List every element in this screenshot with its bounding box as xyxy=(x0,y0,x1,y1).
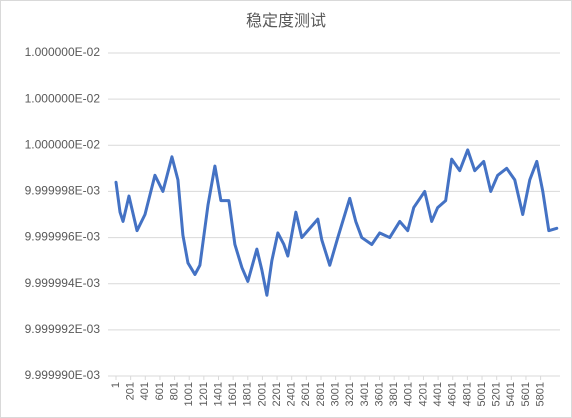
x-tick-label: 5801 xyxy=(535,382,547,406)
x-tick-label: 401 xyxy=(139,382,151,400)
x-tick-label: 1001 xyxy=(183,382,195,406)
x-tick-label: 801 xyxy=(168,382,180,400)
x-tick-label: 4201 xyxy=(417,382,429,406)
x-tick-label: 1401 xyxy=(212,382,224,406)
data-line xyxy=(114,148,559,297)
x-tick-label: 3001 xyxy=(330,382,342,406)
x-tick-label: 3201 xyxy=(344,382,356,406)
chart-title: 稳定度测试 xyxy=(246,12,326,30)
x-tick-label: 4801 xyxy=(461,382,473,406)
x-tick-label: 3601 xyxy=(373,382,385,406)
x-tick-label: 1201 xyxy=(198,382,210,406)
y-tick-label: 9.999996E-03 xyxy=(25,230,101,244)
y-tick-label: 9.999992E-03 xyxy=(25,322,101,336)
x-tick-label: 2601 xyxy=(300,382,312,406)
y-tick-label: 9.999990E-03 xyxy=(25,368,101,382)
x-tick-label: 5201 xyxy=(491,382,503,406)
x-tick-label: 1601 xyxy=(227,382,239,406)
x-tick-label: 1801 xyxy=(242,382,254,406)
x-tick-label: 3801 xyxy=(388,382,400,406)
y-tick-label: 1.000000E-02 xyxy=(25,45,101,59)
y-tick-label: 1.000000E-02 xyxy=(25,137,101,151)
x-tick-label: 4401 xyxy=(432,382,444,406)
y-tick-label: 1.000000E-02 xyxy=(25,91,101,105)
x-tick-label: 2401 xyxy=(286,382,298,406)
x-tick-label: 5001 xyxy=(476,382,488,406)
x-tick-label: 2201 xyxy=(271,382,283,406)
x-tick-label: 1 xyxy=(110,382,122,388)
x-tick-label: 2801 xyxy=(315,382,327,406)
x-tick-label: 2001 xyxy=(256,382,268,406)
y-tick-label: 9.999998E-03 xyxy=(25,184,101,198)
x-tick-label: 4601 xyxy=(447,382,459,406)
x-tick-label: 3401 xyxy=(359,382,371,406)
y-tick-label: 9.999994E-03 xyxy=(25,276,101,290)
x-tick-label: 4001 xyxy=(403,382,415,406)
x-tick-label: 5401 xyxy=(505,382,517,406)
x-tick-label: 201 xyxy=(125,382,137,400)
x-tick-label: 5601 xyxy=(520,382,532,406)
x-tick-label: 601 xyxy=(154,382,166,400)
